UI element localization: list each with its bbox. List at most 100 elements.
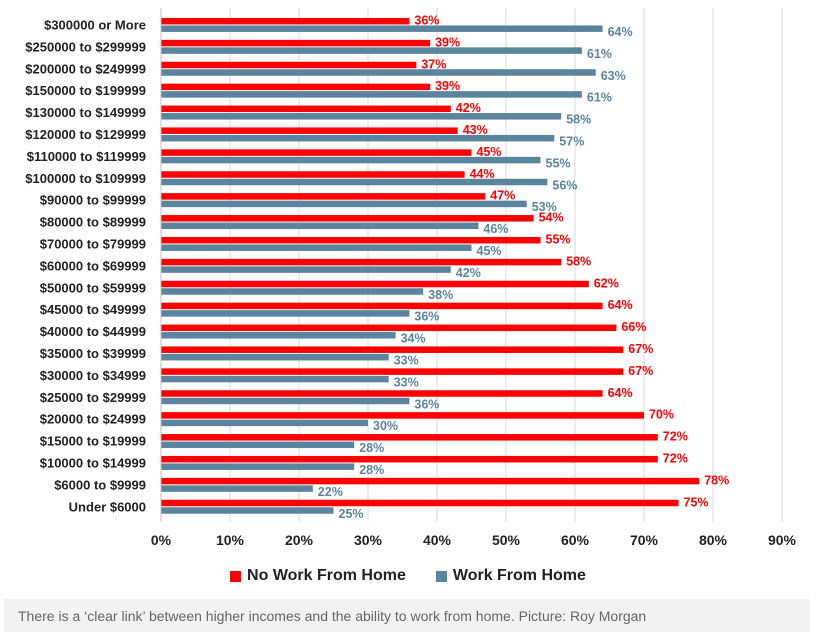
category-label: $120000 to $129999 <box>25 127 146 142</box>
bar-no-work-from-home <box>161 171 465 178</box>
data-label-no-work-from-home: 67% <box>628 342 653 356</box>
bar-work-from-home <box>161 69 596 76</box>
data-label-work-from-home: 57% <box>559 134 584 148</box>
data-label-work-from-home: 55% <box>546 156 571 170</box>
bar-no-work-from-home <box>161 17 410 25</box>
bar-work-from-home <box>161 375 389 383</box>
data-label-no-work-from-home: 67% <box>628 364 653 378</box>
category-label: $15000 to $19999 <box>40 434 146 449</box>
bar-work-from-home <box>161 485 313 492</box>
bar-no-work-from-home <box>161 258 562 266</box>
data-label-work-from-home: 53% <box>532 200 557 214</box>
data-label-no-work-from-home: 64% <box>608 298 633 312</box>
data-label-work-from-home: 25% <box>339 507 364 521</box>
x-tick-label: 90% <box>768 532 797 548</box>
category-label: $200000 to $249999 <box>25 61 146 76</box>
bar-no-work-from-home <box>161 302 603 310</box>
data-label-work-from-home: 22% <box>318 485 343 499</box>
data-label-no-work-from-home: 54% <box>539 211 564 225</box>
bar-work-from-home <box>161 441 355 449</box>
bar-no-work-from-home <box>161 149 472 156</box>
bar-no-work-from-home <box>161 455 658 463</box>
bar-work-from-home <box>161 244 472 251</box>
category-label: $250000 to $299999 <box>25 39 146 54</box>
data-label-work-from-home: 64% <box>608 25 633 39</box>
data-label-no-work-from-home: 64% <box>608 386 633 400</box>
x-tick-label: 80% <box>699 532 728 548</box>
data-label-work-from-home: 33% <box>394 375 419 389</box>
data-label-no-work-from-home: 55% <box>546 232 571 246</box>
category-label: $25000 to $29999 <box>40 390 146 405</box>
data-label-work-from-home: 45% <box>477 244 502 258</box>
x-tick-label: 50% <box>492 532 521 548</box>
category-label: Under $6000 <box>69 499 146 514</box>
bar-work-from-home <box>161 288 424 295</box>
data-label-work-from-home: 58% <box>566 113 591 127</box>
bar-no-work-from-home <box>161 236 541 244</box>
x-tick-label: 40% <box>423 532 452 548</box>
legend-label-no-work-from-home: No Work From Home <box>247 567 406 584</box>
category-label: $10000 to $14999 <box>40 455 146 470</box>
bar-work-from-home <box>161 134 555 142</box>
legend-swatch-work-from-home <box>435 570 447 582</box>
bar-no-work-from-home <box>161 368 624 375</box>
data-label-work-from-home: 36% <box>414 397 439 411</box>
data-label-no-work-from-home: 66% <box>621 320 646 334</box>
category-label: $150000 to $199999 <box>25 83 146 98</box>
data-label-work-from-home: 56% <box>552 178 577 192</box>
x-tick-label: 10% <box>216 532 245 548</box>
category-label: $60000 to $69999 <box>40 258 146 273</box>
bar-work-from-home <box>161 266 451 273</box>
bar-no-work-from-home <box>161 477 700 485</box>
data-label-work-from-home: 61% <box>587 91 612 105</box>
bar-work-from-home <box>161 397 410 405</box>
bar-no-work-from-home <box>161 215 534 222</box>
data-label-no-work-from-home: 70% <box>649 408 674 422</box>
data-label-work-from-home: 28% <box>359 441 384 455</box>
category-label: $45000 to $49999 <box>40 302 146 317</box>
category-label: $35000 to $39999 <box>40 346 146 361</box>
bar-work-from-home <box>161 507 334 514</box>
bar-work-from-home <box>161 222 479 230</box>
data-label-work-from-home: 38% <box>428 288 453 302</box>
category-label: $40000 to $44999 <box>40 324 146 339</box>
category-label: $300000 or More <box>44 17 146 32</box>
data-label-no-work-from-home: 72% <box>663 430 688 444</box>
data-label-no-work-from-home: 75% <box>684 495 709 509</box>
bar-no-work-from-home <box>161 390 603 397</box>
bar-no-work-from-home <box>161 280 589 288</box>
category-label: $110000 to $119999 <box>27 149 146 164</box>
category-label: $20000 to $24999 <box>40 412 146 427</box>
x-tick-label: 0% <box>151 532 172 548</box>
chart-legend: No Work From Home Work From Home <box>0 563 816 589</box>
data-label-work-from-home: 63% <box>601 69 626 83</box>
data-label-no-work-from-home: 58% <box>566 254 591 268</box>
data-label-work-from-home: 46% <box>483 222 508 236</box>
image-caption: There is a ‘clear link’ between higher i… <box>4 599 810 632</box>
data-label-work-from-home: 30% <box>373 419 398 433</box>
category-label: $70000 to $79999 <box>40 236 146 251</box>
data-label-no-work-from-home: 42% <box>456 101 481 115</box>
bar-no-work-from-home <box>161 499 679 507</box>
data-label-no-work-from-home: 36% <box>414 13 439 27</box>
category-label: $50000 to $59999 <box>40 280 146 295</box>
bar-no-work-from-home <box>161 127 458 134</box>
data-label-no-work-from-home: 39% <box>435 79 460 93</box>
data-label-no-work-from-home: 37% <box>421 57 446 71</box>
x-tick-label: 30% <box>354 532 383 548</box>
bar-work-from-home <box>161 310 410 317</box>
category-label: $100000 to $109999 <box>25 171 146 186</box>
bar-no-work-from-home <box>161 324 617 332</box>
bar-no-work-from-home <box>161 434 658 441</box>
bar-work-from-home <box>161 178 548 186</box>
data-label-no-work-from-home: 47% <box>490 189 515 203</box>
category-label: $90000 to $99999 <box>40 193 146 208</box>
bar-work-from-home <box>161 91 582 98</box>
data-label-work-from-home: 61% <box>587 47 612 61</box>
data-label-no-work-from-home: 44% <box>470 167 495 181</box>
bar-no-work-from-home <box>161 83 431 91</box>
category-label: $6000 to $9999 <box>54 477 146 492</box>
data-label-work-from-home: 28% <box>359 463 384 477</box>
data-label-no-work-from-home: 39% <box>435 35 460 49</box>
bar-chart: 0% 10% 20% 30% 40% 50% 60% 70% 80% 90% $300000 or … <box>25 8 797 548</box>
